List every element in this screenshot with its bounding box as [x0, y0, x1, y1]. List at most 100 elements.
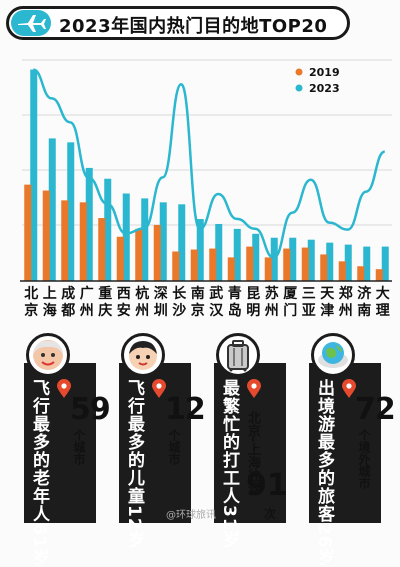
bar-2023-7: [159, 202, 167, 281]
x-tick-label: 深: [154, 285, 168, 302]
x-tick-label: 成: [61, 285, 75, 302]
bar-2023-6: [141, 198, 149, 281]
x-tick-label: 州: [264, 303, 279, 319]
bar-chart: 北京上海成都广州重庆西安杭州深圳长沙南京武汉青岛昆明苏州厦门三亚天津郑州济南大理…: [20, 59, 392, 319]
bar-2023-18: [363, 246, 371, 281]
x-tick-label: 济: [357, 285, 372, 302]
bar-2019-8: [172, 251, 180, 281]
x-tick-label: 理: [376, 303, 390, 319]
bar-2019-5: [116, 236, 124, 281]
chart-title: 2023年国内热门目的地TOP20: [59, 16, 328, 37]
x-tick-label: 沙: [172, 303, 186, 319]
bar-2019-0: [24, 184, 32, 281]
bar-2019-9: [190, 249, 198, 281]
x-tick-label: 京: [24, 302, 38, 319]
card-title: 飞行最多的老年人61岁: [29, 379, 49, 567]
bar-2023-19: [381, 246, 389, 281]
x-tick-label: 亚: [302, 303, 316, 319]
airplane-icon: [11, 10, 51, 36]
series-2023-line: [32, 68, 386, 259]
bar-2019-13: [264, 257, 272, 281]
route-label: 北京-上海往返: [245, 411, 260, 495]
profile-card: 最繁忙的打工人31岁 北京-上海往返 91 次: [202, 333, 297, 549]
bar-2019-2: [61, 200, 69, 281]
x-tick-label: 州: [134, 303, 149, 319]
bar-2023-11: [233, 228, 241, 281]
x-tick-label: 武: [209, 285, 223, 302]
bar-2023-12: [252, 233, 260, 281]
x-tick-label: 汉: [209, 303, 224, 319]
card-title: 最繁忙的打工人31岁: [219, 379, 239, 549]
legend-marker-2019: [295, 68, 303, 76]
elderly-face-icon: [26, 333, 70, 377]
bar-2019-14: [283, 248, 291, 281]
x-tick-label: 天: [320, 286, 335, 302]
x-tick-label: 庆: [98, 302, 112, 319]
x-tick-label: 杭: [135, 285, 149, 302]
bar-2023-0: [30, 69, 38, 281]
location-pin-icon: [246, 379, 262, 399]
legend-label: 2019: [309, 66, 340, 79]
stat-unit: 个城市: [167, 429, 181, 465]
x-tick-label: 安: [117, 302, 131, 319]
x-tick-label: 厦: [283, 286, 298, 302]
x-tick-label: 岛: [228, 302, 242, 319]
stat-number: 91: [246, 468, 288, 503]
bar-2019-19: [375, 269, 383, 281]
stat-unit: 次: [264, 507, 277, 521]
profile-card: 飞行最多的儿童12岁 12 个城市: [107, 333, 206, 549]
bar-2023-15: [307, 239, 315, 281]
x-tick-label: 广: [80, 285, 94, 302]
location-pin-icon: [151, 379, 167, 399]
card-title: 飞行最多的儿童12岁: [124, 379, 144, 549]
bar-2023-13: [270, 237, 278, 281]
x-tick-label: 郑: [339, 285, 353, 302]
x-tick-label: 南: [357, 302, 371, 319]
x-tick-label: 圳: [154, 303, 168, 319]
card-title: 出境游最多的旅客26岁: [314, 379, 334, 567]
bar-2019-6: [135, 228, 143, 281]
location-pin-icon: [341, 379, 357, 399]
stat-number: 59: [70, 392, 111, 427]
bar-2019-12: [246, 246, 254, 281]
bar-2023-2: [67, 142, 75, 281]
bar-2023-3: [85, 167, 93, 281]
x-tick-label: 上: [43, 286, 57, 302]
bar-2019-7: [153, 224, 161, 281]
bar-2023-9: [196, 219, 204, 281]
x-tick-label: 三: [302, 286, 316, 302]
x-tick-label: 州: [338, 303, 353, 319]
legend-label: 2023: [309, 82, 340, 95]
x-tick-label: 大: [376, 285, 390, 302]
stat-number: 12: [165, 392, 206, 427]
bar-2019-16: [320, 254, 328, 281]
globe-icon: [311, 333, 355, 377]
title-banner: 2023年国内热门目的地TOP20: [6, 6, 350, 40]
bar-2019-18: [357, 266, 365, 281]
x-tick-label: 海: [43, 302, 57, 319]
bar-2019-3: [79, 202, 87, 281]
bar-2019-15: [301, 247, 309, 281]
x-tick-label: 西: [117, 286, 131, 302]
stat-unit: 个境外城市: [357, 429, 371, 489]
bar-2023-17: [344, 244, 352, 281]
bar-2019-11: [227, 257, 235, 281]
stat-number: 72: [355, 392, 396, 427]
location-pin-icon: [56, 379, 72, 399]
bar-2019-10: [209, 248, 217, 281]
bar-2019-17: [338, 261, 346, 281]
x-tick-label: 门: [283, 302, 297, 319]
bar-2019-4: [98, 218, 106, 281]
bar-2023-8: [178, 204, 186, 281]
bar-2023-16: [326, 242, 334, 281]
x-tick-label: 重: [98, 285, 112, 302]
x-tick-label: 都: [60, 303, 75, 319]
stat-unit: 个城市: [72, 429, 86, 465]
x-tick-label: 青: [228, 285, 242, 302]
bar-2023-5: [122, 193, 130, 281]
bar-2023-14: [289, 237, 297, 281]
x-tick-label: 南: [191, 285, 205, 302]
watermark: @环球旅讯: [166, 510, 216, 521]
bar-2019-1: [42, 190, 50, 281]
x-tick-label: 昆: [246, 286, 260, 302]
